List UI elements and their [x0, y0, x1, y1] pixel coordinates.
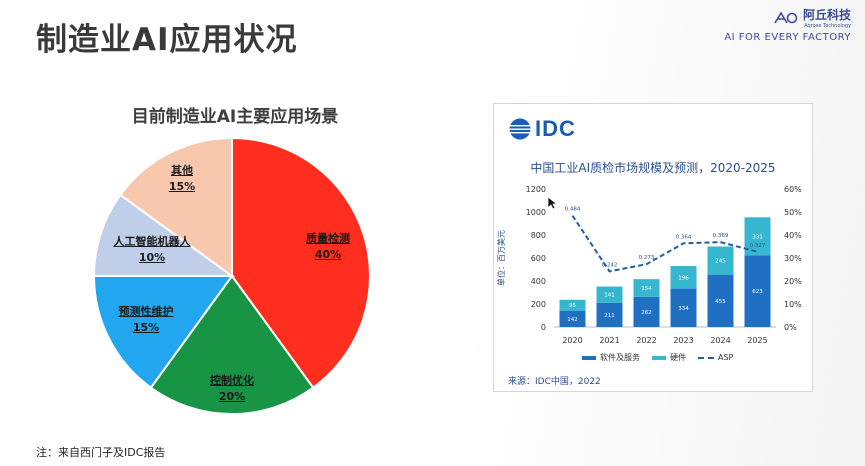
pie-slice-0: [231, 136, 371, 390]
slide-title: 制造业AI应用状况: [36, 22, 298, 58]
idc-chart-title: 中国工业AI质检市场规模及预测，2020-2025: [530, 161, 776, 175]
bar-hardware-2023: [670, 266, 697, 289]
asp-label-2020: 0.484: [565, 207, 581, 213]
bar-label-hardware-2022: 154: [641, 286, 652, 292]
bar-software-2021: [596, 302, 623, 327]
idc-globe-icon: [509, 118, 531, 140]
bar-software-2023: [670, 288, 697, 327]
y-tick-label: 0: [541, 323, 546, 332]
pie-label-quality-value: 40%: [314, 248, 342, 261]
brand-name-cn: 阿丘科技: [802, 8, 851, 22]
bar-hardware-2020: [559, 299, 586, 311]
brand-logo: 阿丘科技 Aqrose Technology AI FOR EVERY FACT…: [724, 6, 851, 43]
pie-label-control-value: 20%: [218, 390, 246, 403]
pie-slice-1: [149, 274, 315, 415]
y2-tick-label: 10%: [784, 300, 802, 309]
bar-software-2020: [559, 310, 586, 327]
pie-label-quality-name: 质量检测: [306, 232, 350, 245]
y2-tick-label: 40%: [784, 231, 802, 240]
slide-footnote: 注：来自西门子及IDC报告: [36, 446, 166, 459]
pie-label-robot-value: 10%: [138, 251, 166, 264]
asp-label-2021: 0.242: [602, 262, 618, 268]
brand-name-en: Aqrose Technology: [804, 23, 851, 29]
x-tick-label: 2023: [673, 336, 693, 345]
bar-label-software-2022: 262: [641, 310, 652, 316]
asp-label-2024: 0.369: [713, 233, 729, 239]
legend-label-asp: ASP: [718, 353, 734, 362]
bar-hardware-2021: [596, 286, 623, 303]
asp-label-2023: 0.364: [676, 234, 692, 240]
y-tick-label: 200: [531, 300, 546, 309]
pie-slice-2: [92, 275, 234, 390]
bar-label-hardware-2024: 245: [715, 259, 726, 265]
asp-label-2022: 0.273: [639, 255, 655, 261]
mouse-cursor-icon: [547, 196, 557, 210]
legend-swatch-software: [582, 355, 596, 360]
bar-software-2024: [707, 274, 734, 327]
y2-tick-label: 0%: [784, 323, 797, 332]
y2-tick-label: 30%: [784, 254, 802, 263]
pie-label-other-name: 其他: [171, 164, 193, 177]
pie-label-robot: 人工智能机器人 10%: [104, 234, 200, 266]
legend-swatch-asp: [698, 356, 714, 359]
legend-item-asp: ASP: [698, 353, 733, 362]
bar-label-software-2025: 623: [752, 289, 763, 295]
aqrose-logo-icon: [774, 10, 798, 23]
y2-tick-label: 50%: [784, 208, 802, 217]
bar-software-2022: [633, 296, 660, 327]
bar-hardware-2024: [707, 246, 734, 275]
x-tick-label: 2022: [636, 336, 656, 345]
legend-item-hardware: 硬件: [652, 352, 686, 363]
pie-label-quality: 质量检测 40%: [298, 231, 358, 263]
pie-slice-3: [92, 193, 236, 277]
pie-slice-4: [118, 136, 233, 278]
legend-label-hardware: 硬件: [670, 353, 686, 362]
bar-chart-legend: 软件及服务 硬件 ASP: [582, 352, 733, 363]
pie-label-other-value: 15%: [168, 180, 196, 193]
x-tick-label: 2025: [747, 336, 767, 345]
y2-tick-label: 20%: [784, 277, 802, 286]
legend-label-software: 软件及服务: [600, 353, 640, 362]
bar-software-2025: [744, 255, 771, 327]
idc-logo: IDC: [508, 116, 576, 142]
brand-slogan: AI FOR EVERY FACTORY: [724, 32, 851, 43]
bar-label-software-2021: 211: [604, 313, 615, 319]
pie-label-maintenance: 预测性维护 15%: [106, 304, 186, 336]
pie-label-robot-name: 人工智能机器人: [113, 235, 191, 248]
pie-label-maintenance-value: 15%: [132, 321, 160, 334]
pie-chart: 质量检测 40% 控制优化 20% 预测性维护 15% 人工智能机器人 10% …: [92, 136, 372, 416]
legend-swatch-hardware: [652, 355, 666, 360]
bar-label-hardware-2025: 331: [752, 234, 763, 240]
y2-tick-label: 60%: [784, 185, 802, 194]
x-tick-label: 2020: [562, 336, 582, 345]
idc-source-note: 来源：IDC中国，2022: [508, 377, 601, 387]
x-tick-label: 2021: [599, 336, 619, 345]
pie-chart-title: 目前制造业AI主要应用场景: [131, 107, 339, 127]
y-tick-label: 1000: [526, 208, 546, 217]
bar-chart-ylabel: 单位：百万美元: [496, 230, 506, 286]
bar-chart-svg: 单位：百万美元 0 200 400 600 800 1000 1200 0% 10% 20% 30% 4…: [496, 185, 802, 345]
bar-label-hardware-2023: 196: [678, 275, 689, 281]
pie-chart-svg: [92, 136, 371, 415]
y-tick-label: 600: [531, 254, 546, 263]
y-tick-label: 400: [531, 277, 546, 286]
idc-chart-card: IDC 中国工业AI质检市场规模及预测，2020-2025 单位：百万美元 0 20…: [493, 103, 813, 392]
pie-label-maintenance-name: 预测性维护: [118, 305, 174, 318]
y-tick-label: 800: [531, 231, 546, 240]
pie-label-control-name: 控制优化: [210, 374, 254, 387]
bar-label-software-2024: 455: [715, 299, 726, 305]
bar-label-software-2020: 142: [567, 317, 578, 323]
bar-label-hardware-2021: 141: [604, 293, 615, 299]
pie-label-other: 其他 15%: [157, 163, 207, 195]
legend-item-software: 软件及服务: [582, 352, 640, 363]
bar-label-hardware-2020: 95: [569, 303, 576, 309]
pie-label-control: 控制优化 20%: [197, 373, 267, 405]
bar-label-software-2023: 334: [678, 306, 689, 312]
y-tick-label: 1200: [526, 185, 546, 194]
bar-hardware-2022: [633, 279, 660, 297]
bar-hardware-2025: [744, 217, 771, 256]
idc-logo-text: IDC: [535, 116, 576, 141]
asp-label-2025: 0.327: [750, 243, 766, 249]
x-tick-label: 2024: [710, 336, 730, 345]
